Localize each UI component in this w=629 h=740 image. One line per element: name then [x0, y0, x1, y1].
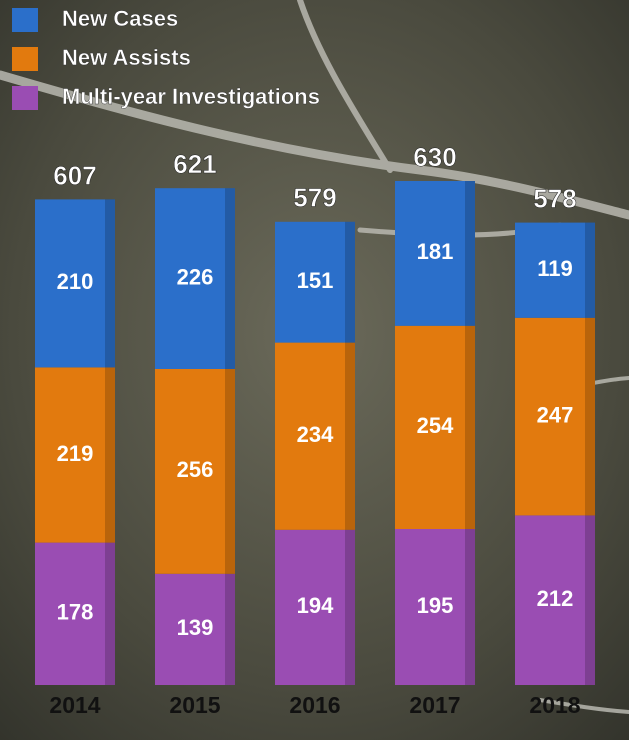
bar-shade: [225, 574, 235, 685]
value-label: 212: [537, 586, 574, 611]
total-label: 621: [173, 149, 216, 179]
bar-shade: [345, 530, 355, 685]
total-label: 578: [533, 183, 576, 213]
bar-shade: [585, 318, 595, 516]
value-label: 256: [177, 457, 214, 482]
x-tick-label: 2017: [409, 692, 460, 718]
legend-swatch: [12, 47, 38, 71]
bar-shade: [225, 188, 235, 369]
legend-swatch: [12, 8, 38, 32]
value-label: 119: [537, 256, 573, 281]
value-label: 139: [177, 615, 214, 640]
bar-shade: [465, 529, 475, 685]
bar-shade: [105, 367, 115, 542]
bar-shade: [345, 222, 355, 343]
value-label: 151: [297, 268, 334, 293]
x-tick-label: 2014: [49, 692, 100, 718]
value-label: 247: [537, 402, 574, 427]
value-label: 219: [57, 441, 94, 466]
bar-shade: [585, 515, 595, 685]
bar-shade: [465, 181, 475, 326]
x-tick-label: 2015: [169, 692, 220, 718]
legend-label: Multi-year Investigations: [62, 84, 320, 109]
value-label: 210: [57, 269, 94, 294]
total-label: 579: [293, 183, 336, 213]
bar-shade: [105, 199, 115, 367]
bar-shade: [225, 369, 235, 574]
bar-shade: [345, 343, 355, 530]
value-label: 194: [297, 593, 334, 618]
value-label: 254: [417, 413, 454, 438]
bar-shade: [465, 326, 475, 529]
legend-swatch: [12, 86, 38, 110]
value-label: 178: [57, 600, 94, 625]
value-label: 195: [417, 593, 454, 618]
bar-shade: [105, 543, 115, 685]
legend-label: New Cases: [62, 6, 178, 31]
value-label: 226: [177, 264, 214, 289]
total-label: 607: [53, 160, 96, 190]
value-label: 234: [297, 422, 334, 447]
value-label: 181: [417, 239, 454, 264]
chart: New Cases New Assists Multi-year Investiga…: [0, 0, 629, 740]
x-tick-label: 2018: [529, 692, 580, 718]
x-tick-label: 2016: [289, 692, 340, 718]
bar-shade: [585, 223, 595, 318]
legend-label: New Assists: [62, 45, 191, 70]
total-label: 630: [413, 142, 456, 172]
